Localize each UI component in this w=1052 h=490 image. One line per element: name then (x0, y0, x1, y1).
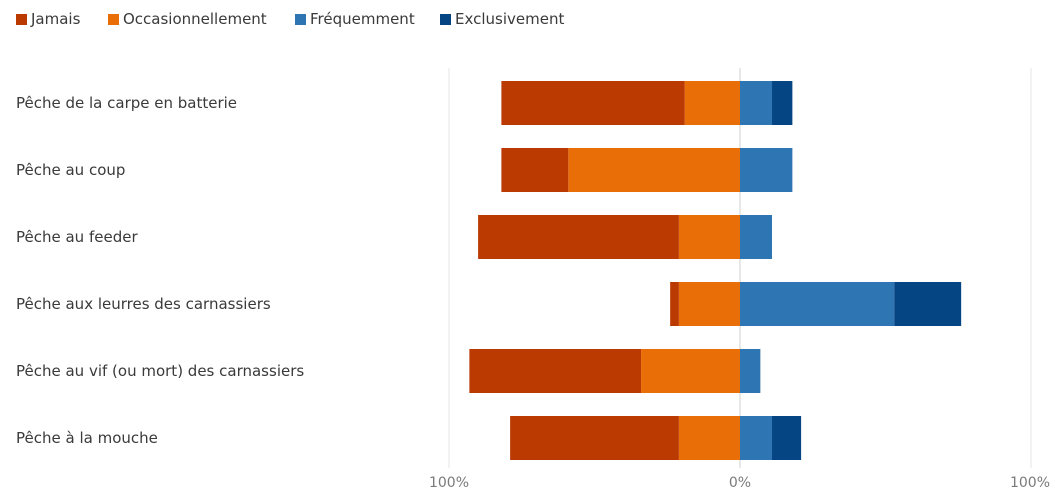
bar-occasionnellement-peche-au-coup (568, 148, 740, 192)
bar-frequemment-peche-a-la-mouche (740, 416, 773, 460)
legend-swatch-jamais (16, 14, 27, 25)
legend-label-frequemment: Fréquemment (310, 10, 415, 28)
category-label-peche-de-la-carpe-en-batterie: Pêche de la carpe en batterie (16, 94, 237, 112)
category-label-peche-au-vif-ou-mort-des-carnassiers: Pêche au vif (ou mort) des carnassiers (16, 362, 304, 380)
bar-jamais-peche-au-feeder (478, 215, 679, 259)
bar-occasionnellement-peche-a-la-mouche (678, 416, 740, 460)
bar-exclusivement-peche-aux-leurres-des-carnassiers (894, 282, 962, 326)
bar-exclusivement-peche-de-la-carpe-en-batterie (772, 81, 793, 125)
bar-exclusivement-peche-a-la-mouche (772, 416, 802, 460)
legend-label-occasionnellement: Occasionnellement (123, 10, 267, 28)
bar-jamais-peche-de-la-carpe-en-batterie (501, 81, 685, 125)
legend-swatch-occasionnellement (108, 14, 119, 25)
category-label-peche-au-coup: Pêche au coup (16, 161, 125, 179)
x-tick-label-0: 100% (429, 475, 469, 490)
legend-label-exclusivement: Exclusivement (455, 10, 564, 28)
gridlines (448, 68, 1032, 468)
bar-occasionnellement-peche-au-vif-ou-mort-des-carnassiers (641, 349, 740, 393)
x-axis-ticks: 100% 0% 100% (429, 475, 1050, 490)
category-label-peche-aux-leurres-des-carnassiers: Pêche aux leurres des carnassiers (16, 295, 271, 313)
bar-occasionnellement-peche-au-feeder (678, 215, 740, 259)
bar-jamais-peche-au-coup (501, 148, 569, 192)
bar-jamais-peche-au-vif-ou-mort-des-carnassiers (469, 349, 642, 393)
category-labels: Pêche de la carpe en batterie Pêche au co… (16, 94, 304, 447)
category-label-peche-a-la-mouche: Pêche à la mouche (16, 429, 158, 447)
bar-frequemment-peche-aux-leurres-des-carnassiers (740, 282, 895, 326)
legend-swatch-exclusivement (440, 14, 451, 25)
category-label-peche-au-feeder: Pêche au feeder (16, 228, 138, 246)
bar-jamais-peche-aux-leurres-des-carnassiers (670, 282, 679, 326)
legend: Jamais Occasionnellement Fréquemment Exclus… (16, 10, 564, 28)
x-tick-label-2: 100% (1010, 475, 1050, 490)
bars (469, 81, 962, 460)
legend-swatch-frequemment (295, 14, 306, 25)
bar-frequemment-peche-de-la-carpe-en-batterie (740, 81, 773, 125)
x-tick-label-1: 0% (729, 475, 751, 490)
bar-frequemment-peche-au-vif-ou-mort-des-carnassiers (740, 349, 761, 393)
bar-occasionnellement-peche-de-la-carpe-en-batterie (684, 81, 740, 125)
bar-frequemment-peche-au-coup (740, 148, 793, 192)
bar-frequemment-peche-au-feeder (740, 215, 773, 259)
bar-jamais-peche-a-la-mouche (510, 416, 679, 460)
legend-label-jamais: Jamais (30, 10, 81, 28)
bar-occasionnellement-peche-aux-leurres-des-carnassiers (678, 282, 740, 326)
